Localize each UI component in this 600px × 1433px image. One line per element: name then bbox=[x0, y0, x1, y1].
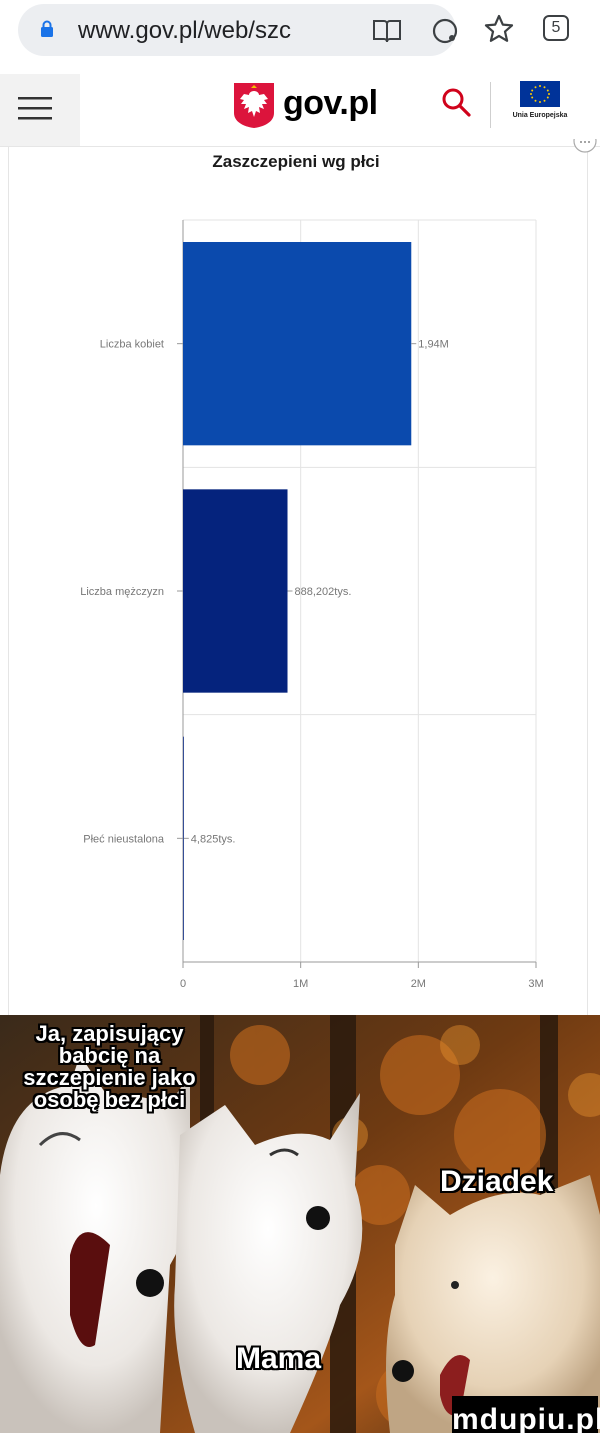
chart-info-icon[interactable] bbox=[572, 139, 598, 155]
site-logo-text[interactable]: gov.pl bbox=[283, 84, 378, 122]
bar-3 bbox=[183, 736, 184, 940]
bookmark-star-icon[interactable] bbox=[484, 14, 514, 44]
tab-count: 5 bbox=[551, 19, 561, 36]
bar-1 bbox=[183, 242, 412, 446]
address-bar[interactable]: www.gov.pl/web/szc bbox=[18, 4, 458, 56]
watermark: mdupiu.pl bbox=[452, 1396, 600, 1433]
category-label: Płeć nieustalona bbox=[83, 833, 165, 845]
site-header: gov.pl Unia Europejska bbox=[0, 74, 600, 147]
bar-chart: 0 1M 2M 3M Liczba kobiet 1,94M Liczba mężczyzn… bbox=[80, 219, 544, 990]
eu-flag-icon[interactable] bbox=[520, 81, 560, 107]
browser-toolbar: www.gov.pl/web/szc 5 bbox=[0, 0, 600, 62]
data-label: 1,94M bbox=[418, 339, 449, 351]
lock-icon bbox=[41, 20, 53, 37]
caption-dziadek: Dziadek bbox=[440, 1165, 554, 1198]
watermark-text: mdupiu.pl bbox=[452, 1403, 600, 1433]
x-tick-label: 0 bbox=[180, 978, 186, 990]
category-label: Liczba kobiet bbox=[100, 339, 164, 351]
polish-eagle-emblem-icon[interactable] bbox=[232, 81, 276, 129]
bar-2 bbox=[183, 489, 288, 693]
menu-button[interactable] bbox=[0, 74, 80, 146]
category-label: Liczba mężczyzn bbox=[80, 586, 164, 598]
reader-mode-icon[interactable] bbox=[372, 18, 402, 44]
caption-mama: Mama bbox=[236, 1342, 322, 1375]
url-text: www.gov.pl/web/szc bbox=[78, 17, 291, 44]
x-tick-label: 2M bbox=[411, 978, 426, 990]
search-icon[interactable] bbox=[441, 87, 471, 117]
tab-switcher-button[interactable]: 5 bbox=[543, 15, 569, 41]
eu-label: Unia Europejska bbox=[512, 112, 568, 119]
caption-top: Ja, zapisujący babcię na szczepienie jak… bbox=[23, 1021, 196, 1112]
meme-image: Ja, zapisujący babcię na szczepienie jak… bbox=[0, 1015, 600, 1433]
wolves-photo bbox=[0, 1015, 600, 1433]
lens-icon[interactable] bbox=[430, 16, 460, 46]
x-tick-label: 3M bbox=[528, 978, 543, 990]
hamburger-icon bbox=[18, 97, 52, 120]
data-label: 888,202tys. bbox=[295, 586, 352, 598]
x-tick-label: 1M bbox=[293, 978, 308, 990]
header-divider bbox=[490, 82, 491, 128]
data-label: 4,825tys. bbox=[191, 833, 236, 845]
chart-title: Zaszczepieni wg płci bbox=[212, 152, 380, 171]
